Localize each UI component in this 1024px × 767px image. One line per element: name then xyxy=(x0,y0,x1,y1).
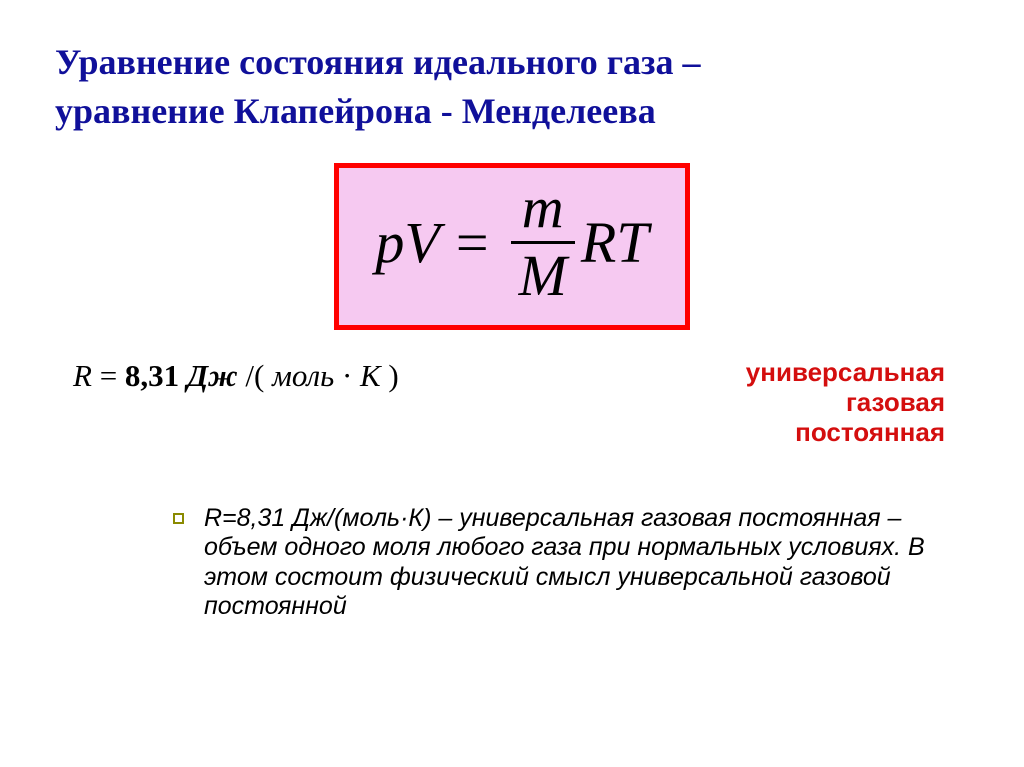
rvalue-number: 8,31 xyxy=(125,358,179,393)
note-text: R=8,31 Дж/(моль·К) – универсальная газов… xyxy=(204,504,944,622)
formula-fraction: m M xyxy=(511,178,575,307)
rvalue-unit-mol: моль xyxy=(272,358,334,393)
formula-box: p V = m M R T xyxy=(334,163,689,330)
formula-T: T xyxy=(616,209,648,276)
formula-p: p xyxy=(375,209,404,276)
formula-numerator: m xyxy=(514,178,572,241)
constant-row: R = 8,31 Дж /( моль · К ) универсальная … xyxy=(55,358,969,448)
label-line-1: универсальная xyxy=(746,357,945,387)
formula-R: R xyxy=(581,209,616,276)
bullet-icon xyxy=(173,513,184,524)
title-line-1: Уравнение состояния идеального газа – xyxy=(55,42,701,82)
label-line-3: постоянная xyxy=(795,417,945,447)
label-line-2: газовая xyxy=(846,387,945,417)
slide-title: Уравнение состояния идеального газа – ур… xyxy=(55,38,969,135)
rvalue-open: /( xyxy=(245,358,264,393)
rvalue-unit-j: Дж xyxy=(187,358,238,393)
rvalue-eq: = xyxy=(100,358,117,393)
note-row: R=8,31 Дж/(моль·К) – универсальная газов… xyxy=(55,504,969,622)
constant-label: универсальная газовая постоянная xyxy=(746,358,969,448)
formula-V: V xyxy=(404,209,439,276)
rvalue-R: R xyxy=(73,358,92,393)
gas-constant-value: R = 8,31 Дж /( моль · К ) xyxy=(73,358,399,394)
rvalue-close: ) xyxy=(388,358,398,393)
formula-equals: = xyxy=(456,209,489,276)
title-line-2: уравнение Клапейрона - Менделеева xyxy=(55,91,656,131)
formula-denominator: M xyxy=(511,244,575,307)
formula-container: p V = m M R T xyxy=(55,163,969,330)
rvalue-unit-k: К xyxy=(360,358,381,393)
rvalue-dot: · xyxy=(342,358,352,393)
